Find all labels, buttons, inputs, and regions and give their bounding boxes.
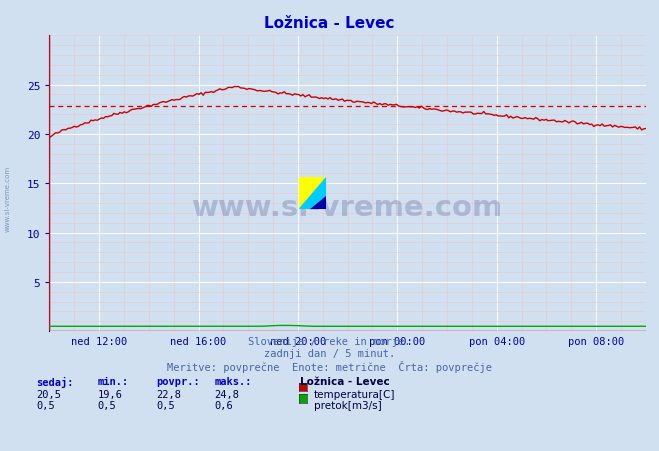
- Text: povpr.:: povpr.:: [156, 377, 200, 387]
- Text: www.si-vreme.com: www.si-vreme.com: [192, 193, 503, 221]
- Text: 20,5: 20,5: [36, 389, 61, 399]
- Text: Ložnica - Levec: Ložnica - Levec: [300, 377, 389, 387]
- Text: 0,5: 0,5: [156, 400, 175, 410]
- Text: 22,8: 22,8: [156, 389, 181, 399]
- Text: sedaj:: sedaj:: [36, 377, 74, 387]
- Text: Slovenija / reke in morje.: Slovenija / reke in morje.: [248, 336, 411, 346]
- Text: Meritve: povprečne  Enote: metrične  Črta: povprečje: Meritve: povprečne Enote: metrične Črta:…: [167, 360, 492, 373]
- Text: min.:: min.:: [98, 377, 129, 387]
- Text: 0,6: 0,6: [214, 400, 233, 410]
- Text: temperatura[C]: temperatura[C]: [314, 389, 395, 399]
- Polygon shape: [310, 197, 326, 210]
- Text: 0,5: 0,5: [98, 400, 116, 410]
- Text: zadnji dan / 5 minut.: zadnji dan / 5 minut.: [264, 348, 395, 358]
- Text: 24,8: 24,8: [214, 389, 239, 399]
- Text: maks.:: maks.:: [214, 377, 252, 387]
- Text: www.si-vreme.com: www.si-vreme.com: [5, 166, 11, 231]
- Text: Ložnica - Levec: Ložnica - Levec: [264, 16, 395, 31]
- Text: pretok[m3/s]: pretok[m3/s]: [314, 400, 382, 410]
- Text: 0,5: 0,5: [36, 400, 55, 410]
- Polygon shape: [299, 177, 326, 210]
- Polygon shape: [299, 177, 326, 210]
- Text: 19,6: 19,6: [98, 389, 123, 399]
